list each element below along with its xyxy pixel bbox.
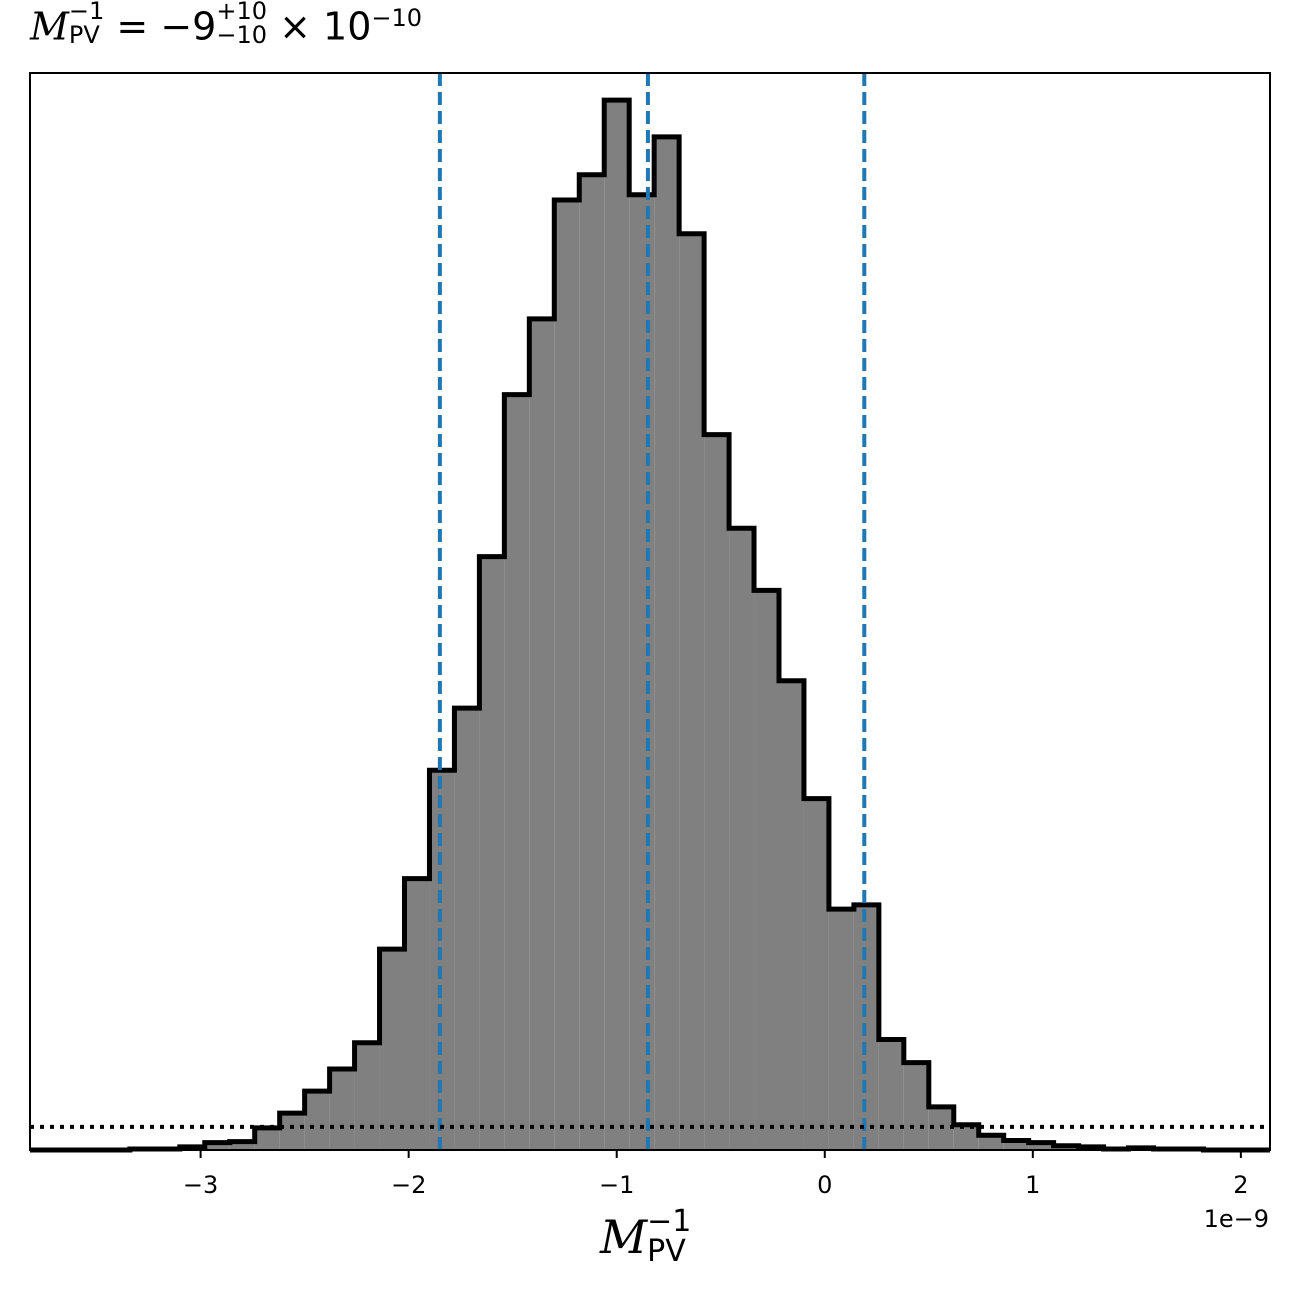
xlabel-sub: PV bbox=[647, 1233, 686, 1269]
histogram-bar bbox=[329, 1068, 355, 1150]
x-axis-ticks: −3 −2 −1 0 1 2 bbox=[183, 1150, 1249, 1199]
histogram-outline bbox=[30, 97, 1270, 1153]
title-symbol: M bbox=[30, 4, 69, 49]
histogram-bar bbox=[654, 136, 680, 1150]
histogram-bar bbox=[953, 1124, 979, 1150]
histogram-bar bbox=[878, 1039, 904, 1150]
histogram-bar bbox=[679, 233, 705, 1150]
histogram-bar bbox=[704, 434, 730, 1150]
title-equals: = bbox=[116, 4, 149, 49]
histogram-bar bbox=[554, 200, 580, 1150]
x-tick-label: 1 bbox=[1025, 1171, 1040, 1199]
plot-frame bbox=[29, 72, 1271, 1151]
histogram-bar bbox=[604, 100, 630, 1150]
histogram-bar bbox=[978, 1135, 1004, 1150]
histogram-bar bbox=[853, 904, 879, 1150]
histogram-bar bbox=[304, 1091, 330, 1150]
histogram-bar bbox=[479, 556, 505, 1150]
histogram-bar bbox=[454, 708, 480, 1150]
histogram-bar bbox=[254, 1127, 280, 1150]
x-axis-offset-text: 1e−9 bbox=[1203, 1205, 1269, 1233]
xlabel-sup: −1 bbox=[647, 1203, 692, 1239]
xlabel-scripts: −1 PV bbox=[647, 1203, 692, 1269]
title-symbol-scripts: −1 PV bbox=[69, 0, 104, 47]
title-err-plus: +10 bbox=[216, 0, 268, 26]
histogram-bar bbox=[629, 194, 655, 1150]
histogram-bar bbox=[279, 1113, 305, 1150]
histogram-bar bbox=[903, 1062, 929, 1150]
histogram-bar bbox=[729, 528, 755, 1150]
histogram-bar bbox=[354, 1042, 380, 1150]
title-errors: +10 −10 bbox=[216, 0, 267, 47]
xlabel-symbol: M bbox=[600, 1210, 648, 1264]
histogram-bar bbox=[429, 770, 455, 1150]
chart-title: M −1 PV = −9 +10 −10 × 10−10 bbox=[30, 0, 423, 53]
histogram-bar bbox=[1003, 1140, 1029, 1150]
x-tick-label: −1 bbox=[599, 1171, 634, 1199]
histogram-bar bbox=[778, 680, 804, 1150]
histogram-bar bbox=[504, 394, 530, 1150]
x-tick-label: −2 bbox=[391, 1171, 426, 1199]
histogram-bar bbox=[754, 590, 779, 1150]
histogram-bar bbox=[229, 1141, 255, 1150]
title-value: −9 bbox=[160, 4, 217, 49]
x-tick-label: −3 bbox=[183, 1171, 218, 1199]
histogram-bar bbox=[404, 878, 430, 1150]
title-err-minus: −10 bbox=[216, 21, 268, 50]
title-symbol-sup: −1 bbox=[68, 0, 105, 26]
title-exponent: −10 bbox=[371, 4, 423, 32]
histogram-bar bbox=[828, 909, 854, 1150]
title-times: × 10 bbox=[279, 4, 372, 49]
histogram-bar bbox=[1028, 1142, 1054, 1150]
x-axis-label: M −1 PV bbox=[600, 1203, 692, 1271]
title-symbol-sub: PV bbox=[68, 21, 100, 50]
histogram-bar bbox=[803, 798, 829, 1150]
histogram-bar bbox=[579, 174, 605, 1150]
histogram-bar bbox=[379, 949, 405, 1150]
plot-area bbox=[30, 73, 1270, 1153]
x-tick-label: 2 bbox=[1233, 1171, 1248, 1199]
histogram-bar bbox=[204, 1142, 230, 1150]
histogram-bar bbox=[529, 318, 555, 1150]
x-tick-label: 0 bbox=[817, 1171, 832, 1199]
